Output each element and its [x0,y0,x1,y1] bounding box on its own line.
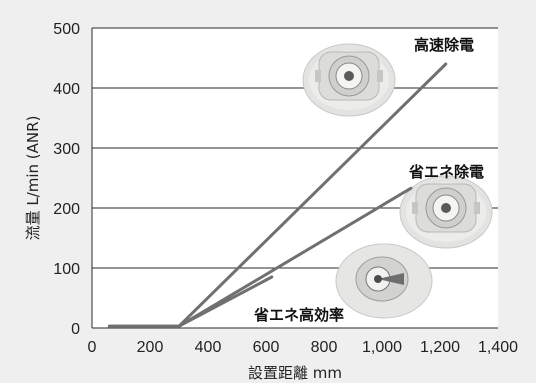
x-tick-label: 1,000 [362,339,402,356]
y-tick-label: 500 [53,21,80,38]
x-tick-label: 800 [311,339,338,356]
energy-saving-nozzle-image [399,175,493,249]
x-axis-label: 設置距離 mm [248,364,342,382]
high-efficiency-nozzle-image [335,243,433,319]
y-tick-label: 400 [53,81,80,98]
series-label-1: 高速除電 [414,36,474,54]
high-speed-nozzle-image [302,43,396,117]
x-tick-label: 0 [88,339,97,356]
x-tick-label: 1,200 [420,339,460,356]
series-line-3 [107,275,274,328]
series-label-2: 省エネ除電 [408,163,484,181]
x-tick-label: 200 [137,339,164,356]
y-tick-label: 100 [53,261,80,278]
y-tick-label: 0 [71,321,80,338]
y-axis-label: 流量 L/min (ANR) [24,116,42,241]
x-tick-label: 400 [195,339,222,356]
x-tick-label: 1,400 [478,339,518,356]
series-label-3: 省エネ高効率 [253,306,344,324]
y-tick-label: 300 [53,141,80,158]
y-tick-label: 200 [53,201,80,218]
x-tick-label: 600 [253,339,280,356]
